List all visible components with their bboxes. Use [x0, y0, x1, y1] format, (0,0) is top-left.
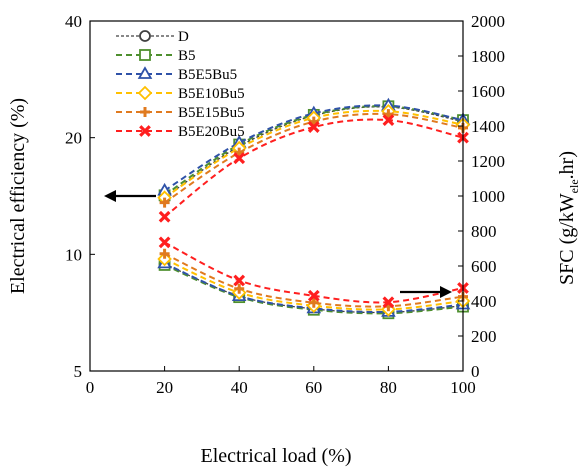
sfc-point [233, 274, 246, 287]
arrow-layer [104, 190, 452, 298]
legend-label: B5 [178, 48, 196, 64]
x-axis-title: Electrical load (%) [200, 445, 351, 467]
legend: D B5 B5E5Bu5 B5E10Bu5 B5E15Bu5 B5E20Bu5 [116, 29, 245, 140]
sfc-point [234, 283, 245, 294]
right-arrow [400, 286, 452, 298]
legend-entry: B5E20Bu5 [116, 124, 245, 140]
legend-marker [137, 66, 153, 79]
legend-entry: B5E10Bu5 [116, 85, 245, 102]
y-left-axis-title: Electrical efficiency (%) [7, 98, 29, 294]
series-b5e20bu5 [158, 114, 469, 309]
legend-label: B5E10Bu5 [178, 86, 245, 102]
efficiency-point [158, 210, 171, 223]
y-right-tick-label: 200 [471, 327, 497, 346]
efficiency-point [383, 109, 394, 120]
legend-marker [140, 107, 150, 117]
legend-marker [139, 30, 151, 42]
efficiency-line [164, 104, 464, 192]
right-arrow-head [440, 286, 452, 298]
efficiency-point [307, 121, 320, 133]
y-right-tick-label: 800 [471, 222, 497, 241]
y-right-tick-label: 1400 [471, 117, 505, 136]
legend-entry: B5E15Bu5 [116, 105, 245, 121]
x-tick-label: 40 [231, 378, 248, 397]
y-right-tick-label: 0 [471, 362, 480, 381]
y-right-tick-label: 1200 [471, 152, 505, 171]
y-left-tick-label: 10 [65, 245, 82, 264]
y-right-tick-label: 1000 [471, 187, 505, 206]
y-right-axis-title: SFC (g/kWele.hr) [556, 151, 581, 285]
sfc-point [159, 248, 170, 259]
sfc-point [158, 236, 171, 249]
y-right-tick-label: 400 [471, 292, 497, 311]
sfc-point [308, 297, 319, 308]
legend-marker [137, 85, 153, 101]
legend-label: D [178, 29, 189, 45]
legend-entry: B5 [116, 48, 196, 64]
sfc-point [307, 289, 320, 302]
x-tick-label: 0 [86, 378, 95, 397]
x-tick-label: 60 [305, 378, 322, 397]
y-right-tick-label: 1600 [471, 82, 505, 101]
ticks-layer: 0 20 40 60 80 1005102040020040060080010001200… [65, 12, 505, 397]
sfc-line [164, 252, 464, 308]
legend-entry: B5E5Bu5 [116, 66, 237, 83]
y-right-tick-label: 600 [471, 257, 497, 276]
sfc-line [164, 258, 464, 311]
y-right-title-sub: ele [567, 179, 581, 193]
efficiency-point [233, 152, 246, 165]
efficiency-point [234, 147, 245, 158]
legend-marker [139, 49, 151, 61]
legend-label: B5E15Bu5 [178, 105, 245, 121]
left-arrow [104, 190, 156, 202]
y-right-tick-label: 1800 [471, 47, 505, 66]
legend-label: B5E5Bu5 [178, 67, 237, 83]
sfc-line [164, 241, 464, 304]
legend-label: B5E20Bu5 [178, 124, 245, 140]
x-tick-label: 100 [450, 378, 476, 397]
sfc-line [164, 263, 464, 315]
y-left-tick-label: 5 [74, 362, 83, 381]
y-left-tick-label: 20 [65, 129, 82, 148]
y-left-tick-label: 40 [65, 12, 82, 31]
sfc-point [382, 296, 395, 309]
legend-marker [139, 125, 151, 137]
left-arrow-head [104, 190, 116, 202]
x-tick-label: 20 [156, 378, 173, 397]
efficiency-point [382, 114, 395, 126]
plot-layer [157, 97, 471, 320]
legend-entry: D [116, 29, 189, 45]
x-tick-label: 80 [380, 378, 397, 397]
y-right-title-end: .hr) [556, 151, 578, 179]
y-right-tick-label: 2000 [471, 12, 505, 31]
sfc-line [164, 262, 464, 314]
efficiency-point [159, 197, 170, 208]
y-right-title-main: SFC (g/kW [556, 193, 578, 285]
